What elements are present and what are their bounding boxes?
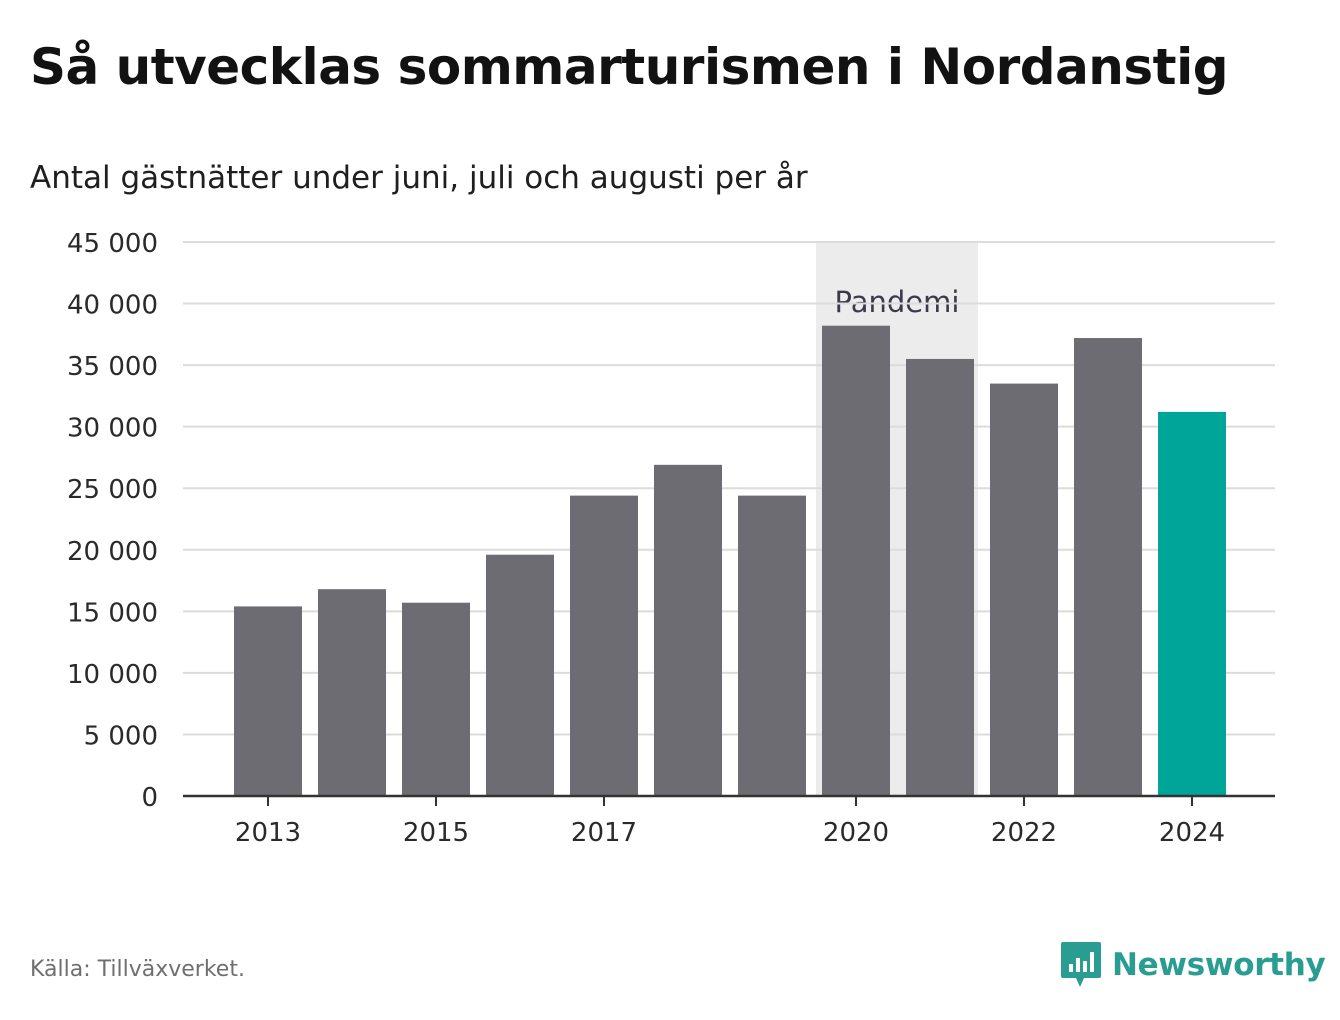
- bar-2020: [822, 325, 890, 796]
- bar-2023: [1074, 338, 1142, 796]
- bar-2018: [654, 464, 722, 796]
- axes: 2013 2015 2017 2020 2022 2024: [183, 794, 1275, 848]
- x-tick-label: 2024: [1159, 818, 1225, 848]
- bar-2017: [570, 495, 638, 796]
- x-tick-label: 2013: [235, 818, 301, 848]
- bar-2021: [906, 358, 974, 796]
- bar-2013: [234, 606, 302, 796]
- source-note: Källa: Tillväxverket.: [30, 957, 245, 982]
- chart-title: Så utvecklas sommarturismen i Nordanstig: [30, 38, 1229, 96]
- brand-logo[interactable]: Newsworthy: [1060, 940, 1326, 990]
- annotation-label: Pandemi: [835, 285, 960, 319]
- y-tick-label: 35 000: [67, 352, 158, 382]
- bar-2014: [318, 589, 386, 796]
- y-tick-label: 5 000: [84, 721, 158, 751]
- bar-2016: [486, 554, 554, 796]
- y-tick-label: 25 000: [67, 475, 158, 505]
- x-tick-label: 2020: [823, 818, 889, 848]
- bar-2024: [1158, 411, 1226, 796]
- y-tick-label: 0: [141, 783, 158, 813]
- y-tick-label: 30 000: [67, 414, 158, 444]
- x-tick-label: 2022: [991, 818, 1057, 848]
- y-tick-label: 40 000: [67, 291, 158, 321]
- y-tick-label: 45 000: [67, 229, 158, 259]
- bar-chart: Pandemi 0 5 000 10 000 15 000 20 000 25 000 30…: [67, 229, 1275, 848]
- newsworthy-logo-icon: [1061, 942, 1101, 987]
- brand-name: Newsworthy: [1112, 947, 1326, 983]
- bar-2019: [738, 495, 806, 796]
- bar-2022: [990, 383, 1058, 796]
- y-tick-label: 20 000: [67, 537, 158, 567]
- bar-2015: [402, 602, 470, 796]
- chart-subtitle: Antal gästnätter under juni, juli och au…: [30, 160, 808, 196]
- x-tick-label: 2015: [403, 818, 469, 848]
- y-tick-label: 10 000: [67, 660, 158, 690]
- bars: [234, 325, 1226, 796]
- x-tick-label: 2017: [571, 818, 637, 848]
- y-tick-label: 15 000: [67, 598, 158, 628]
